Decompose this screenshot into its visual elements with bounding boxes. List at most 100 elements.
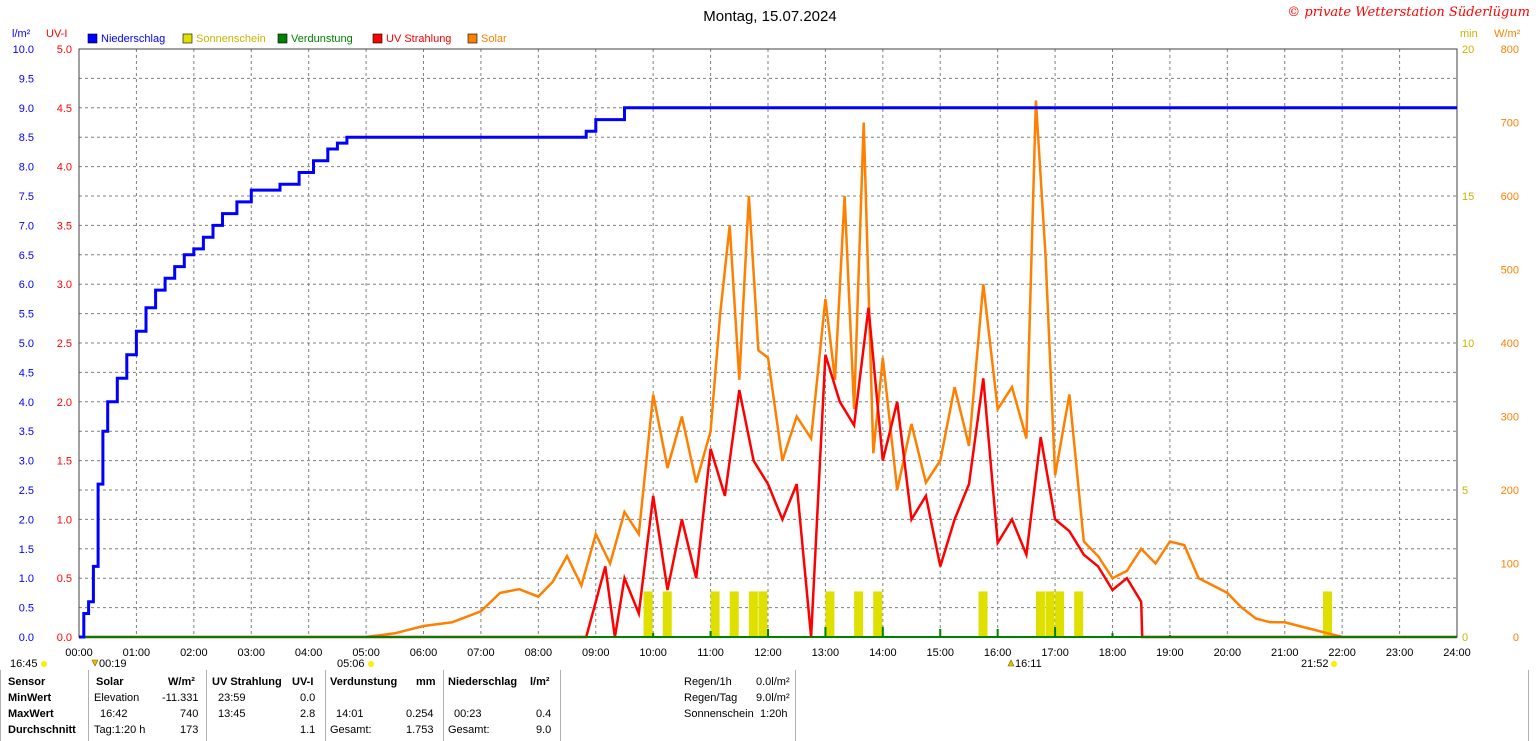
precip-tick-label: 5.0 bbox=[19, 338, 34, 350]
stats-evap-avg-time: Gesamt: bbox=[330, 724, 372, 736]
uv-tick-label: 4.5 bbox=[57, 103, 72, 115]
solar-tick-label: 300 bbox=[1501, 412, 1519, 424]
precip-tick-label: 6.0 bbox=[19, 279, 34, 291]
x-tick-label: 05:00 bbox=[352, 647, 380, 659]
x-tick-label: 10:00 bbox=[639, 647, 667, 659]
precip-tick-label: 4.0 bbox=[19, 397, 34, 409]
precip-tick-label: 0.5 bbox=[19, 603, 34, 615]
stats-solar-avg-time: Tag:1:20 h bbox=[94, 724, 146, 736]
evaporation-bar bbox=[709, 631, 712, 637]
sunrise-icon bbox=[368, 661, 374, 667]
x-tick-label: 00:00 bbox=[65, 647, 93, 659]
sunshine-bar bbox=[854, 591, 864, 637]
uv-tick-label: 4.0 bbox=[57, 162, 72, 174]
marker-sunset-time: 21:52 bbox=[1301, 658, 1329, 670]
solar-tick-label: 100 bbox=[1501, 559, 1519, 571]
copyright-text: © private Wetterstation Süderlügum bbox=[1287, 5, 1530, 20]
x-tick-label: 15:00 bbox=[926, 647, 954, 659]
precip-tick-label: 3.0 bbox=[19, 456, 34, 468]
stats-label-max: MaxWert bbox=[8, 708, 54, 720]
legend-swatch-evaporation bbox=[277, 33, 288, 44]
uv-tick-label: 1.0 bbox=[57, 514, 72, 526]
legend: Niederschlag Sonnenschein Verdunstung UV… bbox=[87, 33, 507, 45]
stats-solar-max-time: 16:42 bbox=[100, 708, 128, 720]
sunshine-bar bbox=[729, 591, 739, 637]
x-tick-label: 18:00 bbox=[1099, 647, 1127, 659]
stats-label-avg: Durchschnitt bbox=[8, 724, 76, 736]
evaporation-bar bbox=[939, 629, 942, 637]
summary-value-rain-hour: 0.0l/m² bbox=[756, 676, 790, 688]
legend-swatch-sunshine bbox=[182, 33, 193, 44]
stats-header-solar-unit: W/m² bbox=[168, 676, 195, 688]
stats-solar-avg-val: 173 bbox=[180, 724, 199, 736]
max-marker-icon bbox=[1007, 659, 1015, 667]
stats-header-sensor: Sensor bbox=[8, 676, 46, 688]
x-tick-label: 14:00 bbox=[869, 647, 897, 659]
marker-sunrise-time: 05:06 bbox=[337, 658, 365, 670]
sun-tick-label: 5 bbox=[1462, 485, 1468, 497]
uv-unit-label: UV-I bbox=[46, 28, 67, 40]
summary-label-rain-day: Regen/Tag bbox=[684, 692, 738, 704]
precip-tick-label: 2.5 bbox=[19, 485, 34, 497]
sunshine-bar bbox=[1045, 591, 1055, 637]
x-tick-label: 07:00 bbox=[467, 647, 495, 659]
precip-tick-label: 10.0 bbox=[13, 44, 34, 56]
x-tick-label: 21:00 bbox=[1271, 647, 1299, 659]
evaporation-bar bbox=[824, 627, 827, 637]
evaporation-bar bbox=[652, 633, 655, 637]
sunshine-bar bbox=[1035, 591, 1045, 637]
uv-tick-label: 0.5 bbox=[57, 573, 72, 585]
axis-ticks: 0.0 0.5 1.0 1.5 2.0 2.5 3.0 3.5 4.0 4.5 5.0 5.5 6.0 6… bbox=[13, 44, 1519, 659]
x-tick-label: 09:00 bbox=[582, 647, 610, 659]
solar-tick-label: 600 bbox=[1501, 191, 1519, 203]
legend-label-solar: Solar bbox=[481, 33, 507, 45]
plot-grid bbox=[78, 48, 1458, 638]
summary-label-rain-hour: Regen/1h bbox=[684, 676, 732, 688]
stats-uv-min-time: 23:59 bbox=[218, 692, 246, 704]
x-tick-label: 08:00 bbox=[525, 647, 553, 659]
stats-evap-max-time: 14:01 bbox=[336, 708, 364, 720]
stats-uv-max-val: 2.8 bbox=[300, 708, 316, 720]
legend-label-precip: Niederschlag bbox=[101, 33, 165, 45]
precip-tick-label: 0.0 bbox=[19, 632, 34, 644]
sunshine-bar bbox=[1055, 591, 1065, 637]
sun-unit-label: min bbox=[1460, 28, 1478, 40]
stats-evap-max-val: 0.254 bbox=[406, 708, 434, 720]
marker-left-time: 16:45 bbox=[10, 658, 38, 670]
stats-solar-max-val: 740 bbox=[180, 708, 199, 720]
evaporation-bar bbox=[1054, 627, 1057, 637]
evaporation-bar bbox=[1111, 633, 1114, 637]
sunset-icon bbox=[1331, 661, 1337, 667]
stats-precip-avg-time: Gesamt: bbox=[448, 724, 490, 736]
evaporation-bar bbox=[996, 629, 999, 637]
x-tick-label: 13:00 bbox=[812, 647, 840, 659]
evaporation-bar bbox=[767, 629, 769, 637]
sunshine-bar bbox=[643, 591, 653, 637]
marker-min-time: 00:19 bbox=[99, 658, 127, 670]
precip-tick-label: 3.5 bbox=[19, 426, 34, 438]
weather-chart: Montag, 15.07.2024 © private Wetterstati… bbox=[10, 5, 1530, 670]
solar-tick-label: 400 bbox=[1501, 338, 1519, 350]
legend-label-evaporation: Verdunstung bbox=[291, 33, 353, 45]
x-tick-label: 06:00 bbox=[410, 647, 438, 659]
precip-tick-label: 5.5 bbox=[19, 309, 34, 321]
sunshine-bar bbox=[662, 591, 672, 637]
stats-solar-min-time: Elevation bbox=[94, 692, 140, 704]
precip-line bbox=[79, 106, 1457, 639]
precip-tick-label: 7.0 bbox=[19, 220, 34, 232]
x-tick-label: 23:00 bbox=[1386, 647, 1414, 659]
uv-tick-label: 2.5 bbox=[57, 338, 72, 350]
precip-tick-label: 9.5 bbox=[19, 73, 34, 85]
x-tick-label: 12:00 bbox=[754, 647, 782, 659]
uv-line bbox=[79, 307, 1457, 639]
solar-unit-label: W/m² bbox=[1494, 28, 1521, 40]
x-tick-label: 20:00 bbox=[1214, 647, 1242, 659]
marker-max-time: 16:11 bbox=[1015, 658, 1042, 670]
x-tick-label: 17:00 bbox=[1041, 647, 1069, 659]
precip-tick-label: 8.5 bbox=[19, 132, 34, 144]
sunshine-bar bbox=[710, 591, 720, 637]
x-tick-label: 04:00 bbox=[295, 647, 323, 659]
stats-header-uv-unit: UV-I bbox=[292, 676, 314, 688]
precip-tick-label: 2.0 bbox=[19, 514, 34, 526]
sunshine-bar bbox=[1074, 591, 1084, 637]
